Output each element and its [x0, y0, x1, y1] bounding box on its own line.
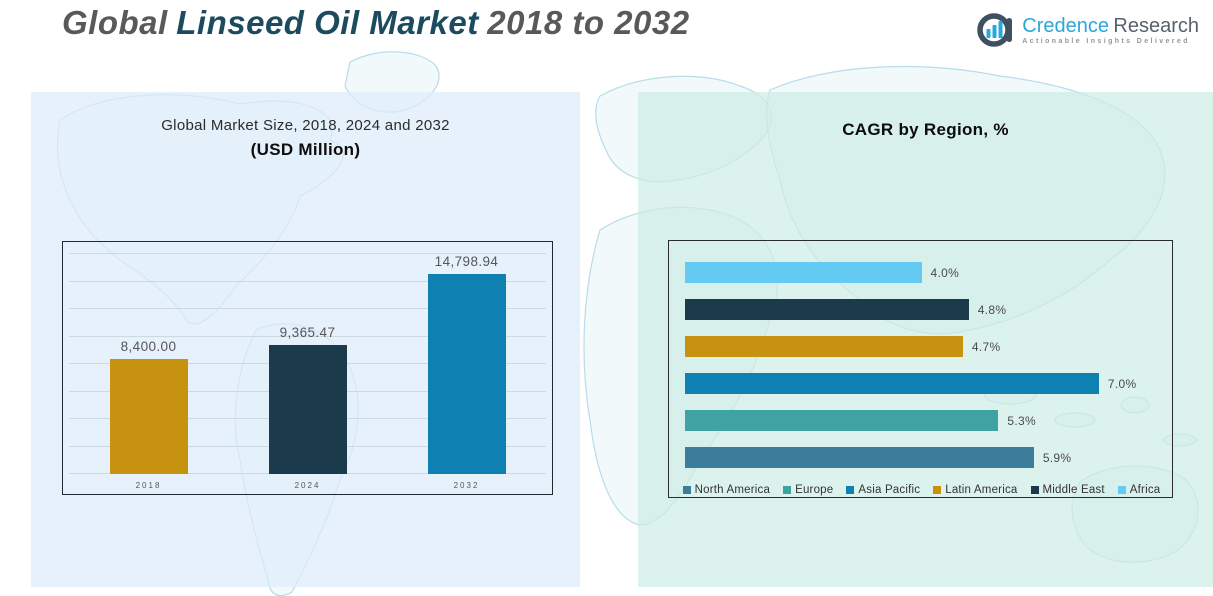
market-size-plot: 8,400.00 9,365.47 14,798.94 — [69, 253, 546, 474]
legend-item-Latin America: Latin America — [933, 484, 1017, 496]
cagr-row-Asia Pacific: 7.0% — [685, 373, 1158, 394]
x-axis-label: 2018 — [135, 480, 162, 490]
cagr-value-label: 4.7% — [971, 339, 1001, 354]
x-axis-label: 2024 — [294, 480, 321, 490]
brand-primary: Credence — [1022, 15, 1109, 37]
gridline — [69, 308, 546, 309]
cagr-row-Africa: 4.0% — [685, 262, 1158, 283]
brand-tagline: Actionable Insights Delivered — [1022, 38, 1190, 45]
legend-label: Africa — [1129, 484, 1161, 496]
cagr-legend: North America Europe Asia Pacific Latin Ame… — [682, 484, 1161, 496]
market-size-title-line2: (USD Million) — [250, 140, 361, 159]
cagr-row-Europe: 5.3% — [685, 410, 1158, 431]
cagr-value-label: 5.9% — [1042, 450, 1072, 465]
legend-swatch — [933, 486, 942, 494]
market-size-xlabels: 2018 2024 2032 — [69, 474, 546, 496]
bar-column-2032: 14,798.94 — [427, 254, 506, 474]
brand-secondary: Research — [1113, 15, 1199, 37]
legend-item-Middle East: Middle East — [1030, 484, 1105, 496]
legend-label: Latin America — [945, 484, 1018, 496]
legend-swatch — [783, 486, 792, 494]
bar-value-label: 14,798.94 — [434, 254, 499, 269]
cagr-bar-Middle East — [685, 299, 969, 320]
legend-label: North America — [694, 484, 771, 496]
cagr-bar-Europe — [685, 410, 999, 431]
cagr-row-Middle East: 4.8% — [685, 299, 1158, 320]
cagr-bar-North America — [685, 447, 1034, 468]
legend-item-Asia Pacific: Asia Pacific — [846, 484, 920, 496]
legend-label: Europe — [795, 484, 834, 496]
bar-2032 — [427, 274, 506, 474]
gridline — [69, 335, 546, 337]
legend-swatch — [1030, 486, 1039, 494]
legend-swatch — [846, 486, 855, 494]
title-segment-years: 2018 to 2032 — [487, 4, 690, 41]
cagr-value-label: 4.0% — [930, 265, 960, 280]
title-segment-global: Global — [62, 4, 168, 41]
cagr-chart: 4.0% 4.8% 4.7% 7.0% 5.3% 5.9% North America Eu… — [668, 240, 1173, 498]
bar-2024 — [268, 345, 347, 474]
brand-name: Credence Research — [1022, 15, 1199, 37]
legend-item-North America: North America — [682, 484, 771, 496]
page-title: Global Linseed Oil Market 2018 to 2032 — [62, 4, 690, 42]
gridline — [69, 280, 546, 282]
cagr-row-Latin America: 4.7% — [685, 336, 1158, 357]
cagr-chart-title: CAGR by Region, % — [842, 120, 1009, 139]
title-segment-market: Linseed Oil Market — [176, 4, 479, 41]
bar-value-label: 9,365.47 — [279, 325, 336, 341]
x-axis-label: 2032 — [453, 480, 480, 490]
legend-item-Africa: Africa — [1117, 484, 1161, 496]
bar-2018 — [109, 358, 188, 474]
credence-research-logo: Credence Research Actionable Insights Del… — [975, 9, 1199, 51]
cagr-value-label: 4.8% — [977, 302, 1007, 317]
cagr-bar-Africa — [685, 262, 922, 283]
bar-column-2024: 9,365.47 — [268, 254, 347, 474]
legend-label: Asia Pacific — [858, 484, 921, 496]
legend-swatch — [1117, 486, 1126, 494]
legend-swatch — [682, 486, 691, 494]
cagr-value-label: 5.3% — [1007, 413, 1036, 428]
cagr-row-North America: 5.9% — [685, 447, 1158, 468]
gridline — [69, 253, 546, 254]
bar-value-label: 8,400.00 — [120, 338, 177, 354]
market-size-chart: 8,400.00 9,365.47 14,798.94 2018 2024 2032 — [62, 241, 553, 495]
credence-logo-icon — [976, 12, 1013, 48]
bar-column-2018: 8,400.00 — [109, 254, 188, 474]
logo-text: Credence Research Actionable Insights Del… — [1022, 15, 1199, 45]
cagr-value-label: 7.0% — [1107, 376, 1137, 391]
cagr-bar-Latin America — [685, 336, 963, 357]
cagr-bars: 4.0% 4.8% 4.7% 7.0% 5.3% 5.9% — [685, 262, 1158, 468]
cagr-bar-Asia Pacific — [685, 373, 1099, 394]
legend-item-Europe: Europe — [783, 484, 833, 496]
market-size-title-line1: Global Market Size, 2018, 2024 and 2032 — [161, 117, 450, 134]
legend-label: Middle East — [1042, 484, 1105, 496]
market-size-chart-title: Global Market Size, 2018, 2024 and 2032 … — [31, 117, 580, 160]
